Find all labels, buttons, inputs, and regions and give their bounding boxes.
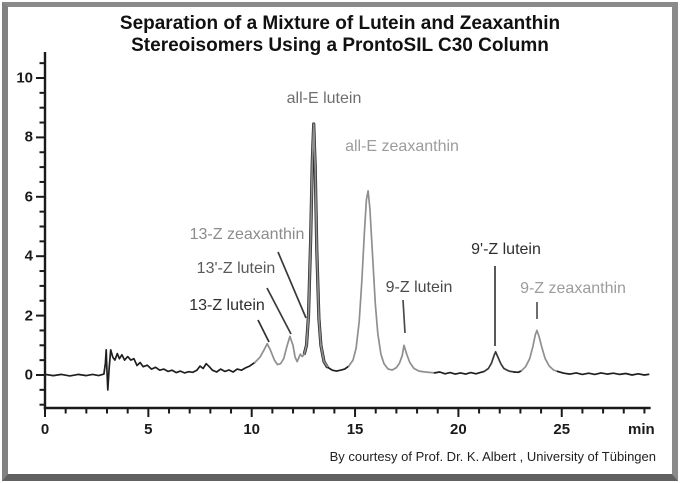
x-tick-label: 20 — [450, 421, 467, 438]
y-tick-label: 6 — [24, 188, 33, 206]
y-tick-label: 8 — [24, 128, 33, 146]
trace-segment — [556, 370, 650, 376]
peak-label: all-E zeaxanthin — [345, 138, 459, 155]
y-tick-label: 0 — [24, 366, 33, 384]
trace-segment — [483, 350, 516, 373]
credit-text: By courtesy of Prof. Dr. K. Albert , Uni… — [329, 449, 656, 464]
y-tick-label: 10 — [16, 69, 33, 87]
peak-label: 9'-Z lutein — [471, 241, 541, 258]
trace-segment — [44, 348, 256, 391]
x-tick-label: 5 — [144, 421, 153, 438]
x-tick-label: 0 — [40, 421, 50, 438]
peak-label: 13-Z zeaxanthin — [189, 226, 305, 243]
peak-label: 13-Z lutein — [189, 297, 265, 314]
trace-segment — [347, 190, 436, 374]
x-axis-unit-label: min — [628, 421, 655, 438]
trace-segment — [433, 370, 486, 375]
peak-pointer-line — [257, 319, 270, 343]
peak-label: all-E lutein — [286, 90, 362, 107]
peak-label: 9-Z zeaxanthin — [520, 280, 626, 297]
peak-label: 9-Z lutein — [385, 279, 453, 296]
chart-title: Separation of a Mixture of Lutein and Ze… — [0, 13, 680, 57]
peak-pointer-line — [277, 251, 307, 319]
trace-segment — [327, 365, 350, 372]
peak-pointer-line — [266, 287, 292, 335]
trace-segment — [253, 123, 330, 369]
chart-title-line2: Stereoisomers Using a ProntoSIL C30 Colu… — [131, 35, 549, 56]
x-tick-label: 25 — [553, 421, 571, 438]
y-tick-label: 4 — [24, 247, 33, 265]
peak-pointer-line — [402, 299, 406, 334]
chart-title-line1: Separation of a Mixture of Lutein and Ze… — [119, 13, 561, 34]
x-tick-label: 10 — [243, 421, 261, 438]
trace-segment — [513, 369, 523, 374]
y-tick-label: 2 — [24, 307, 33, 325]
trace-segment — [520, 329, 559, 373]
x-tick-label: 15 — [346, 421, 364, 438]
peak-label: 13'-Z lutein — [196, 260, 276, 277]
